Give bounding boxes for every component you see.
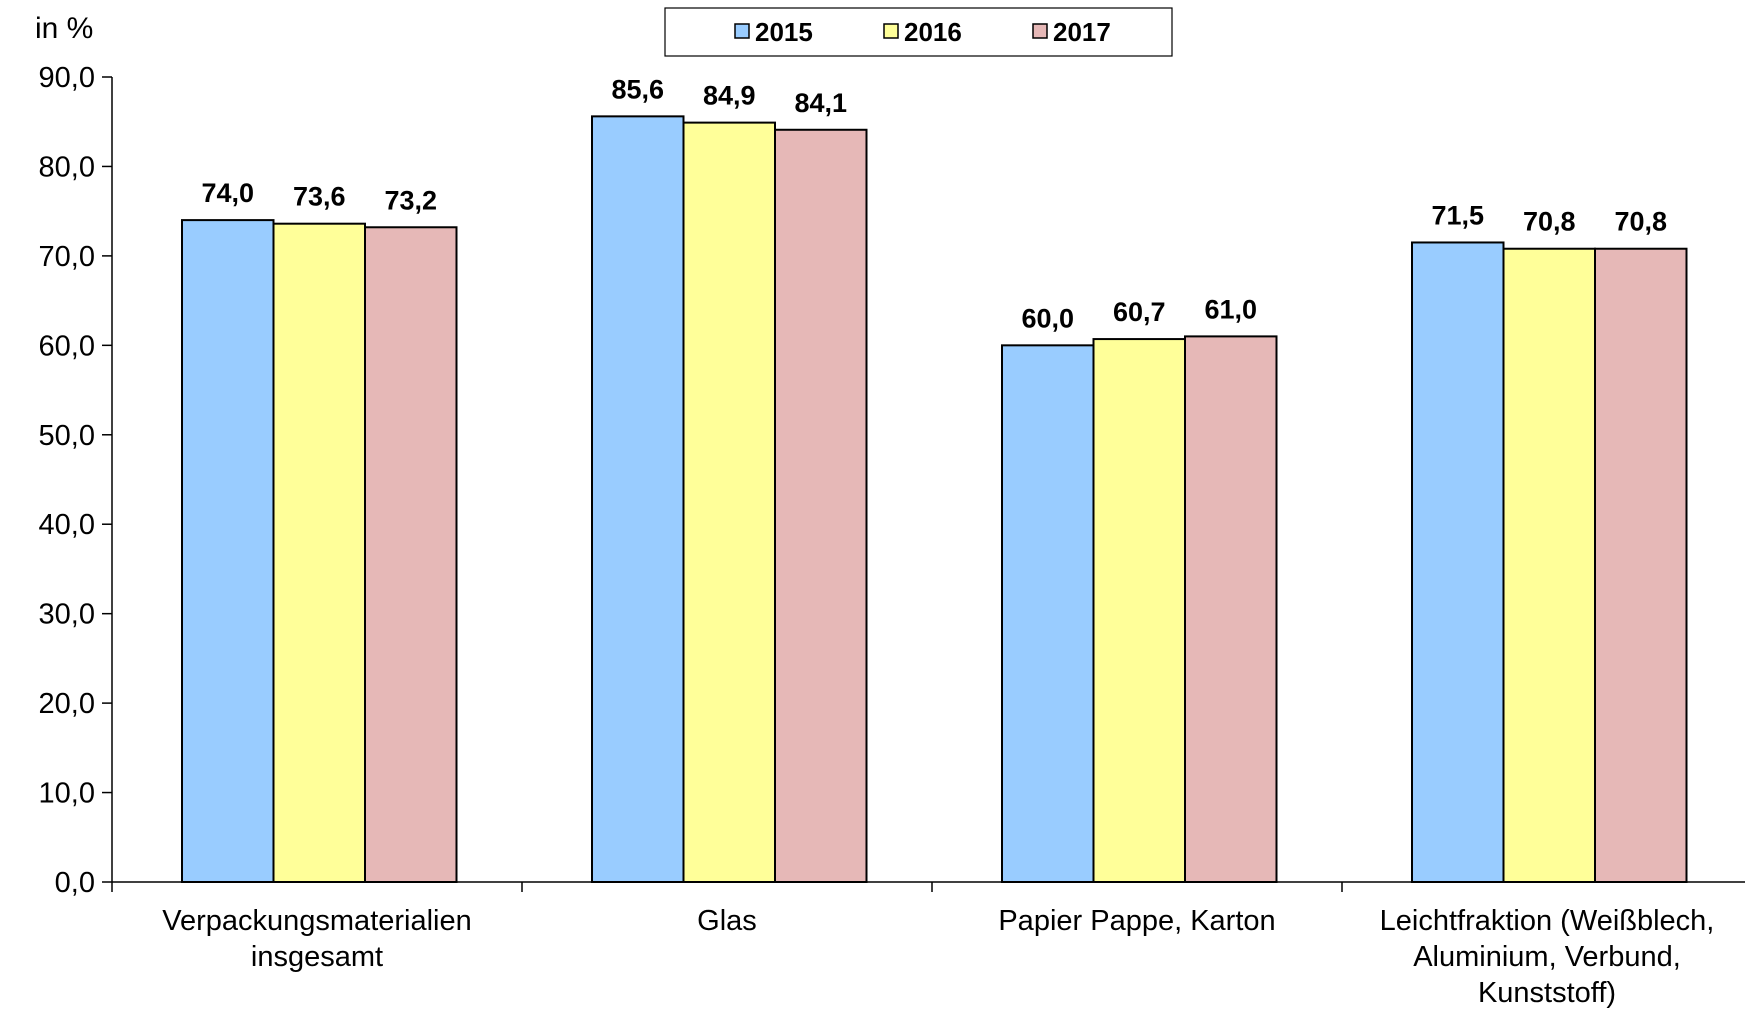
bar <box>1594 247 1688 883</box>
y-tick-label: 30,0 <box>39 599 95 631</box>
y-tick-label: 10,0 <box>39 778 95 810</box>
bar <box>1001 344 1095 884</box>
data-label: 70,8 <box>1614 207 1667 237</box>
y-tick-label: 20,0 <box>39 688 95 720</box>
data-label: 84,9 <box>703 81 756 111</box>
y-tick-label: 50,0 <box>39 420 95 452</box>
x-tick-label: insgesamt <box>251 941 383 973</box>
y-tick-label: 60,0 <box>39 330 95 362</box>
data-label: 84,1 <box>794 88 847 118</box>
legend-swatch <box>1032 23 1048 39</box>
data-label: 70,8 <box>1523 207 1576 237</box>
legend: 2015 2016 2017 <box>664 7 1173 57</box>
bar <box>774 128 868 883</box>
data-label: 71,5 <box>1431 200 1484 230</box>
y-tick-label: 70,0 <box>39 241 95 273</box>
legend-entry: 2016 <box>904 17 962 47</box>
legend-entry: 2017 <box>1053 17 1111 47</box>
bar <box>181 219 275 884</box>
data-label: 85,6 <box>611 74 664 104</box>
axes: 0,0 10,0 20,0 30,0 40,0 50,0 60,0 70,0 80,0 90,0 V… <box>39 62 1745 1009</box>
x-tick-label: Papier Pappe, Karton <box>998 905 1275 937</box>
y-tick-label: 40,0 <box>39 509 95 541</box>
y-tick-label: 90,0 <box>39 62 95 94</box>
legend-swatch <box>883 23 899 39</box>
bar <box>272 222 366 883</box>
legend-entry: 2015 <box>755 17 813 47</box>
data-label: 74,0 <box>201 178 254 208</box>
x-tick-label: Leichtfraktion (Weißblech, <box>1380 905 1715 937</box>
legend-swatch <box>734 23 750 39</box>
data-label: 73,2 <box>384 185 437 215</box>
bar <box>364 226 458 883</box>
y-axis-label: in % <box>35 12 93 45</box>
bars <box>181 115 1688 884</box>
bar <box>1092 338 1186 884</box>
bar <box>1502 247 1596 883</box>
bar <box>591 115 685 884</box>
bar <box>1411 241 1505 883</box>
bar <box>1184 335 1278 883</box>
bar <box>682 121 776 884</box>
x-tick-label: Verpackungsmaterialien <box>162 905 472 937</box>
data-label: 61,0 <box>1204 294 1257 324</box>
x-tick-label: Kunststoff) <box>1478 977 1616 1009</box>
x-tick-label: Glas <box>697 905 757 937</box>
data-labels: 74,0 73,6 73,2 85,6 84,9 84,1 60,0 60,7 61,0 71,5… <box>201 74 1667 333</box>
x-tick-label: Aluminium, Verbund, <box>1413 941 1681 973</box>
data-label: 73,6 <box>293 182 346 212</box>
y-tick-label: 80,0 <box>39 151 95 183</box>
data-label: 60,7 <box>1113 297 1166 327</box>
data-label: 60,0 <box>1021 303 1074 333</box>
y-tick-label: 0,0 <box>55 867 95 899</box>
